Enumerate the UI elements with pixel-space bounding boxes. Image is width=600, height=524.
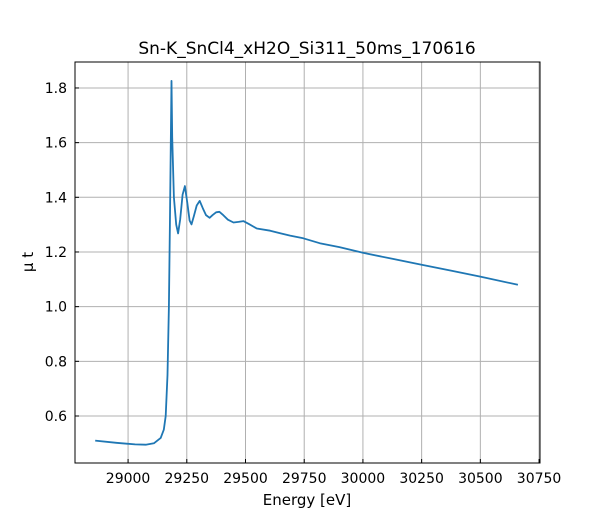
grid — [75, 62, 540, 463]
x-tick-label: 30250 — [399, 471, 444, 487]
y-tick-label: 1.0 — [45, 300, 67, 316]
x-tick-label: 29500 — [223, 471, 268, 487]
x-tick-label: 29000 — [106, 471, 151, 487]
plot-frame — [74, 61, 541, 464]
y-tick-label: 1.6 — [45, 136, 67, 152]
x-tick-label: 30000 — [341, 471, 386, 487]
y-tick-label: 0.6 — [45, 409, 67, 425]
series-layer — [95, 80, 519, 446]
chart-title: Sn-K_SnCl4_xH2O_Si311_50ms_170616 — [138, 39, 475, 59]
x-axis-label: Energy [eV] — [263, 491, 351, 509]
x-tick-label: 29750 — [282, 471, 327, 487]
y-axis: 0.6 0.8 1.0 1.2 1.4 1.6 1.8 — [45, 81, 79, 425]
x-axis: 29000 29250 29500 29750 30000 30250 30500 30750 — [106, 459, 562, 487]
y-tick-label: 1.8 — [45, 81, 67, 97]
y-tick-label: 1.2 — [45, 245, 67, 261]
x-tick-label: 29250 — [165, 471, 210, 487]
y-tick-label: 1.4 — [45, 190, 67, 206]
y-tick-label: 0.8 — [45, 354, 67, 370]
series-line — [95, 80, 519, 446]
x-tick-label: 30500 — [458, 471, 503, 487]
y-axis-label: μ t — [19, 252, 37, 272]
x-tick-label: 30750 — [517, 471, 562, 487]
